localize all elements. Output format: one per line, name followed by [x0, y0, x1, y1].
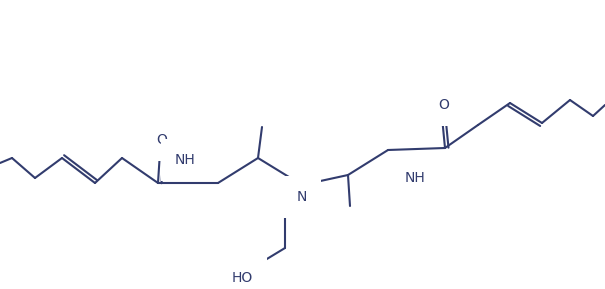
Text: HO: HO: [231, 271, 253, 285]
Text: NH: NH: [175, 153, 195, 167]
Text: NH: NH: [405, 171, 425, 185]
Text: O: O: [157, 133, 168, 147]
Text: O: O: [439, 98, 450, 112]
Text: N: N: [297, 190, 307, 204]
